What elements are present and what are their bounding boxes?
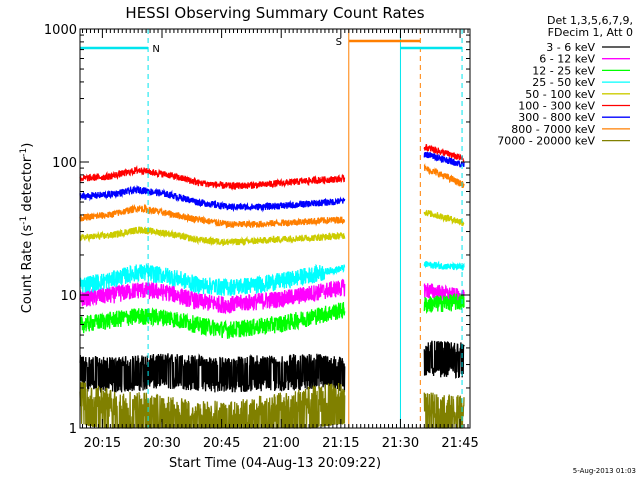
series-trace bbox=[79, 381, 346, 430]
chart-title: HESSI Observing Summary Count Rates bbox=[125, 4, 424, 22]
series-trace bbox=[423, 163, 465, 189]
x-tick-label: 21:30 bbox=[382, 436, 419, 451]
legend-label: 6 - 12 keV bbox=[539, 53, 595, 66]
series-12_25keV bbox=[79, 292, 465, 339]
legend-label: 50 - 100 keV bbox=[525, 88, 595, 101]
overlay-layer: NS bbox=[80, 29, 463, 428]
series-trace bbox=[79, 278, 346, 315]
series-trace bbox=[423, 209, 465, 227]
series-trace bbox=[79, 353, 346, 393]
series-50_100keV bbox=[79, 209, 465, 247]
series-trace bbox=[79, 301, 346, 339]
y-tick-label: 1000 bbox=[44, 23, 77, 38]
y-tick-label: 100 bbox=[52, 156, 77, 171]
series-trace bbox=[423, 143, 465, 163]
x-tick-label: 20:45 bbox=[203, 436, 240, 451]
y-tick-label: 10 bbox=[60, 289, 77, 304]
series-trace bbox=[423, 260, 465, 271]
plot-frame bbox=[79, 28, 471, 429]
flag-label: N bbox=[152, 44, 159, 55]
flag-label: S bbox=[336, 37, 342, 48]
x-tick-label: 20:15 bbox=[84, 436, 121, 451]
legend-label: 25 - 50 keV bbox=[532, 76, 595, 89]
series-trace bbox=[79, 184, 346, 213]
footer-date: 5-Aug-2013 01:03 bbox=[573, 467, 636, 475]
legend-header-line-2: FDecim 1, Att 0 bbox=[548, 26, 633, 39]
series-25_50keV bbox=[79, 260, 465, 296]
series-trace bbox=[79, 164, 346, 191]
series-3_6keV bbox=[79, 340, 465, 393]
legend-label: 7000 - 20000 keV bbox=[497, 135, 595, 148]
x-axis-label: Start Time (04-Aug-13 20:09:22) bbox=[169, 456, 381, 471]
series-layer bbox=[79, 143, 465, 430]
legend-label: 800 - 7000 keV bbox=[511, 123, 595, 136]
x-tick-label: 21:00 bbox=[262, 436, 299, 451]
series-trace bbox=[79, 262, 346, 296]
legend: Det 1,3,5,6,7,9, FDecim 1, Att 0 3 - 6 k… bbox=[497, 14, 633, 148]
legend-label: 12 - 25 keV bbox=[532, 64, 595, 77]
series-trace bbox=[423, 283, 465, 307]
series-6_12keV bbox=[79, 278, 465, 315]
y-tick-label: 1 bbox=[69, 422, 77, 437]
series-trace bbox=[423, 340, 465, 379]
series-trace bbox=[423, 151, 465, 168]
legend-label: 100 - 300 keV bbox=[518, 100, 595, 113]
x-tick-label: 21:45 bbox=[441, 436, 478, 451]
series-300_800keV bbox=[79, 151, 465, 213]
legend-label: 3 - 6 keV bbox=[546, 41, 595, 54]
x-tick-label: 20:30 bbox=[143, 436, 180, 451]
series-100_300keV bbox=[79, 143, 465, 191]
x-tick-label: 21:15 bbox=[322, 436, 359, 451]
legend-label: 300 - 800 keV bbox=[518, 111, 595, 124]
series-trace bbox=[79, 226, 346, 247]
legend-header-line-1: Det 1,3,5,6,7,9, bbox=[547, 14, 633, 27]
axis-layer: 1 10 100 1000 20:15 20:30 20:45 21:00 21:15 21:30… bbox=[44, 23, 479, 451]
series-800_7000keV bbox=[79, 163, 465, 229]
series-trace bbox=[423, 292, 465, 315]
series-trace bbox=[79, 203, 346, 229]
y-axis-label: Count Rate (s-1 detector-1) bbox=[19, 143, 35, 314]
